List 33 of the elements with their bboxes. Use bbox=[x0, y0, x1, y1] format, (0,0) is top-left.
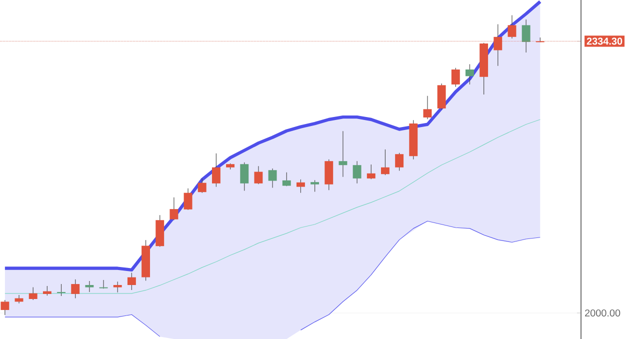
candlestick bbox=[423, 96, 432, 120]
candlestick bbox=[113, 281, 122, 293]
candlestick bbox=[366, 164, 376, 180]
candlestick bbox=[338, 130, 348, 178]
candlestick bbox=[212, 153, 220, 188]
candlestick bbox=[254, 166, 263, 184]
candlestick bbox=[198, 178, 206, 194]
candlestick bbox=[282, 172, 291, 186]
candlestick bbox=[324, 159, 334, 190]
candlestick bbox=[28, 286, 38, 300]
candlestick bbox=[127, 272, 136, 290]
candlestick bbox=[170, 197, 178, 220]
candlestick bbox=[522, 19, 530, 53]
candlestick bbox=[42, 286, 52, 296]
candlestick bbox=[508, 14, 516, 39]
candlestick bbox=[85, 280, 94, 292]
candlestick bbox=[466, 64, 474, 85]
candlestick bbox=[310, 180, 320, 192]
candlestick bbox=[268, 168, 277, 188]
candlestick bbox=[395, 152, 404, 172]
candlestick bbox=[352, 160, 362, 184]
candlestick bbox=[57, 284, 66, 296]
candlestick bbox=[0, 300, 10, 316]
y-tick-label: 2334.30 bbox=[586, 38, 622, 45]
candlestick bbox=[296, 179, 305, 194]
candlestick bbox=[437, 83, 446, 110]
candlestick bbox=[184, 188, 192, 210]
candlestick bbox=[240, 162, 249, 192]
y-tick-label: 2000.00 bbox=[585, 309, 620, 317]
candlestick bbox=[451, 68, 460, 88]
candlestick bbox=[71, 279, 80, 299]
candlestick bbox=[381, 149, 390, 176]
candlestick bbox=[99, 280, 108, 289]
